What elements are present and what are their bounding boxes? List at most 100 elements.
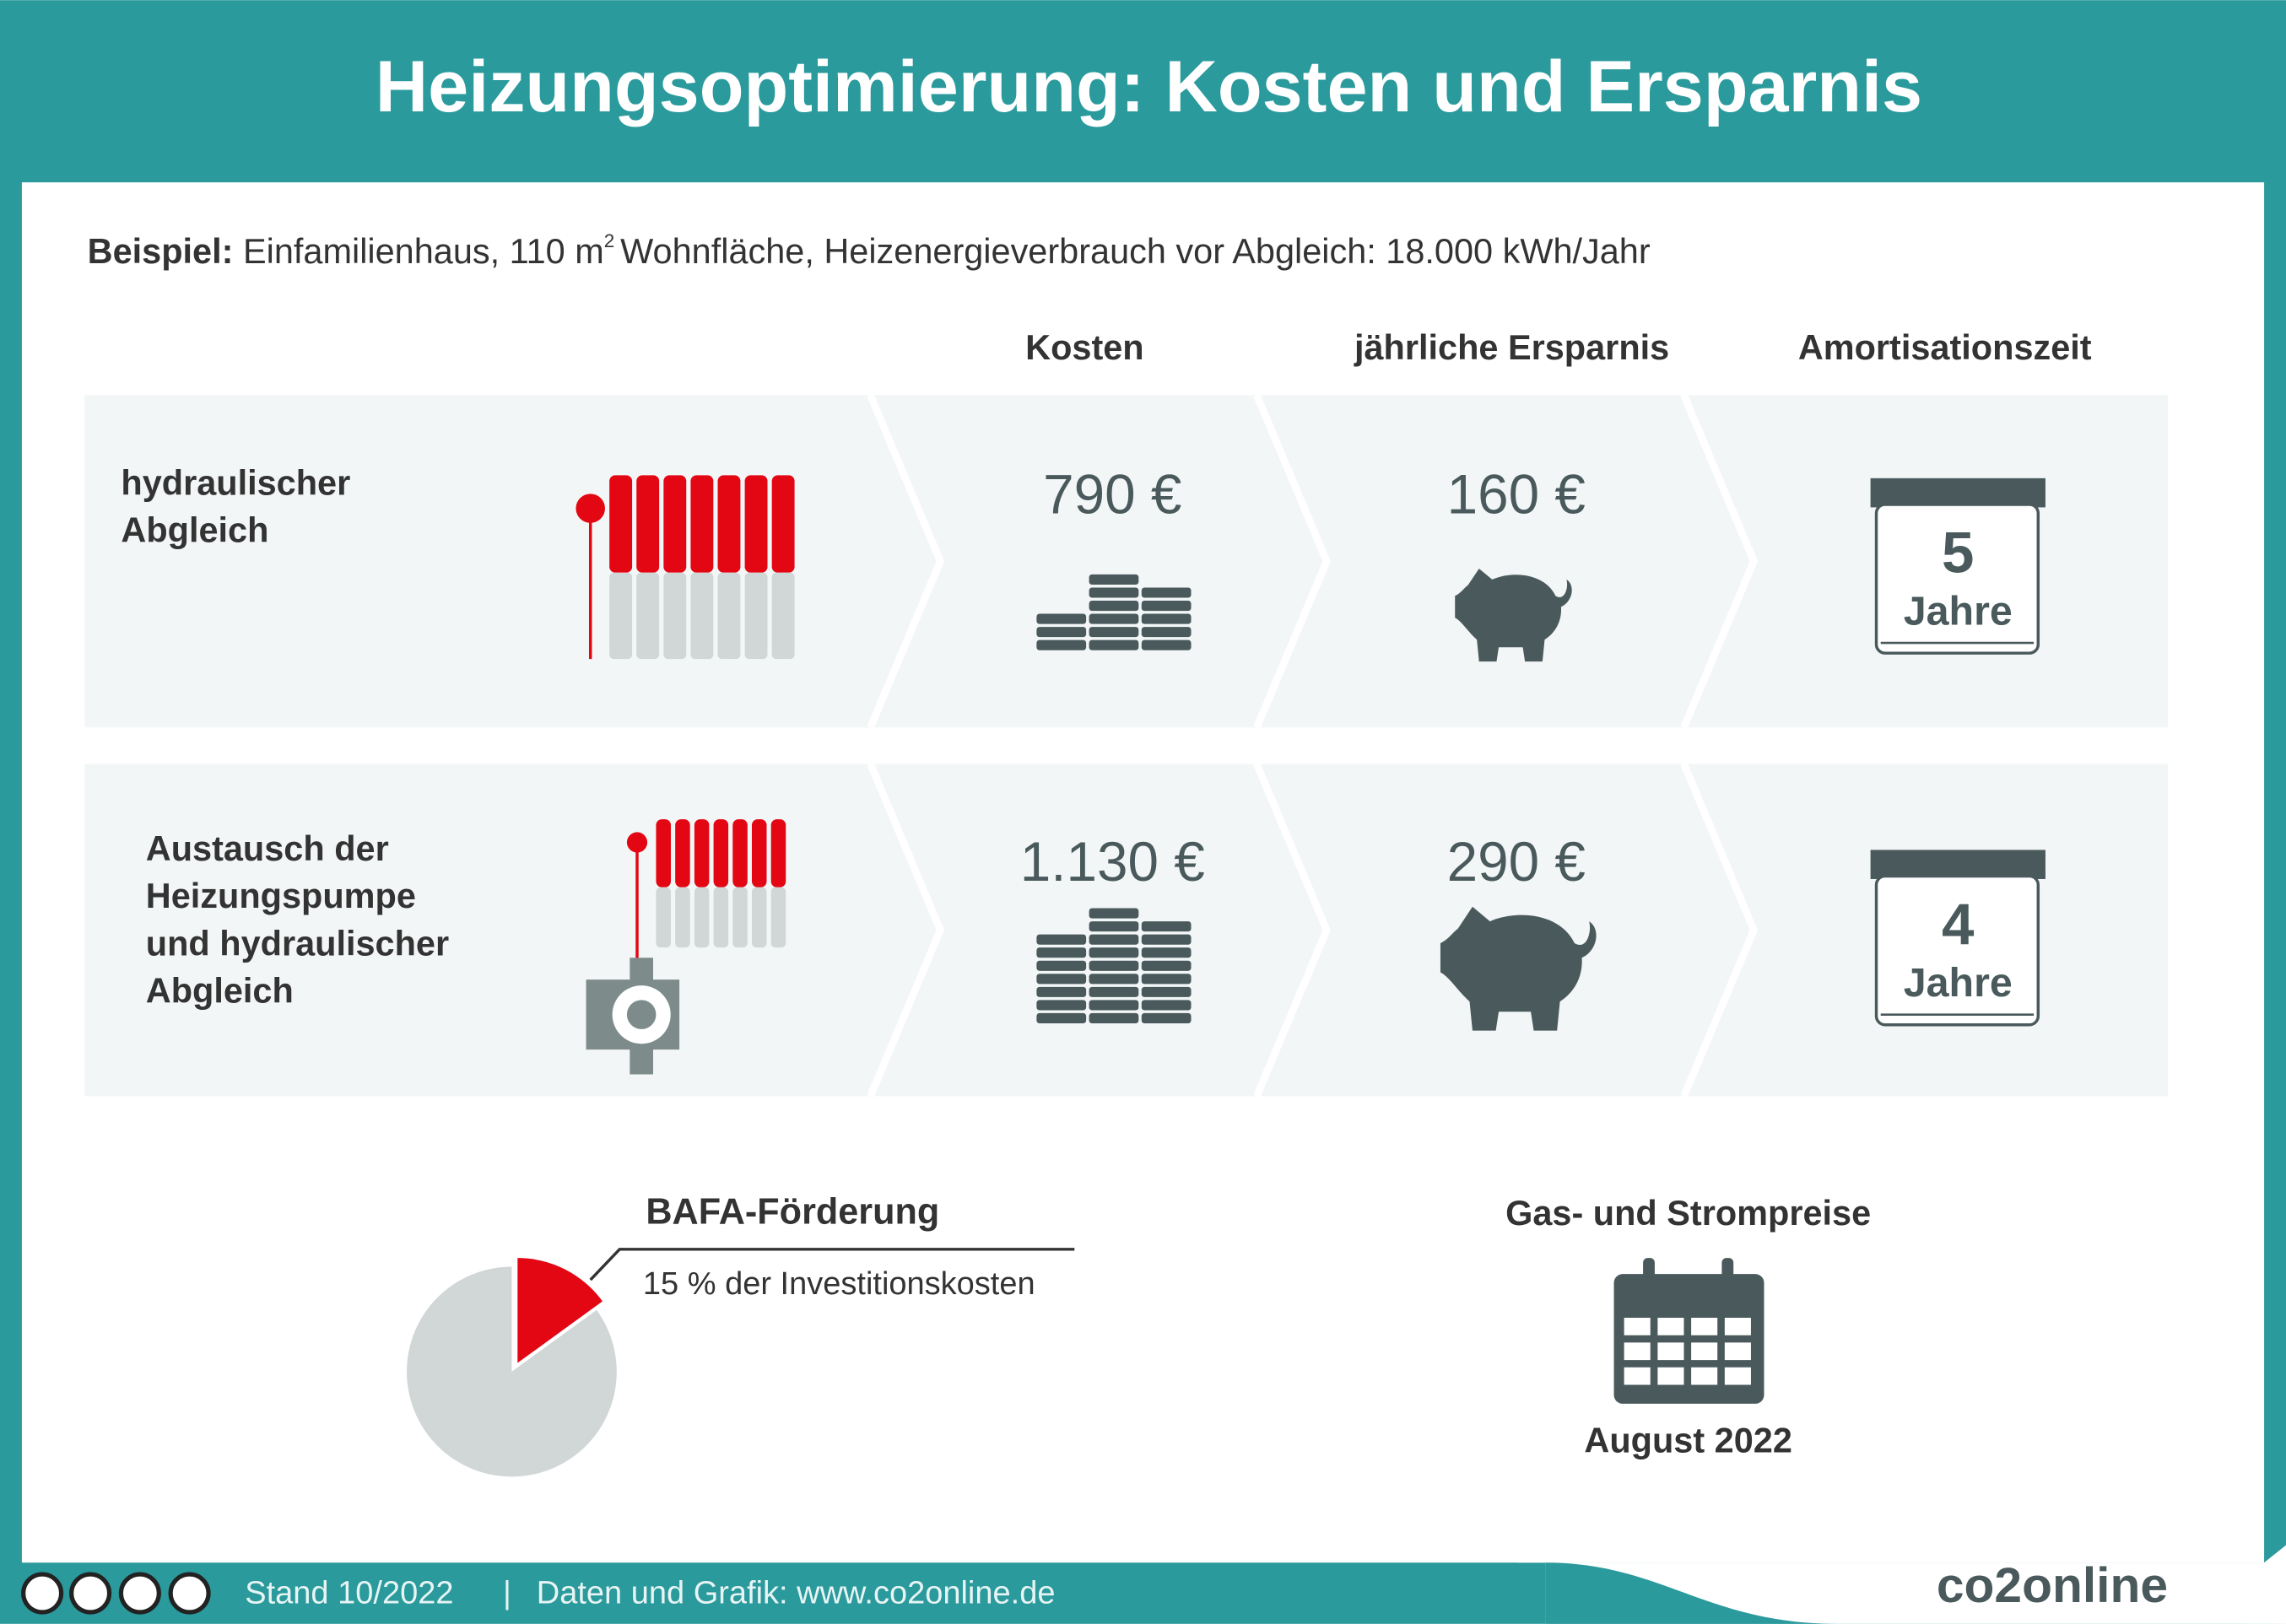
row-label: Heizungspumpe [146,876,416,915]
coin [1036,1012,1087,1024]
column-header: Amortisationszeit [1798,327,2092,367]
superscript: 2 [604,230,614,251]
coin [1089,1012,1139,1024]
chevron [867,393,945,729]
coin [1141,974,1192,985]
coin [1141,1012,1192,1024]
radiator-fin-top [751,819,767,888]
subsidy-title: BAFA-Förderung [646,1192,939,1233]
coin [1089,1000,1139,1011]
chevron [867,762,945,1098]
coin [1089,639,1139,650]
example: Beispiel: Einfamilienhaus, 110 m2 Wohnflä… [88,230,1651,271]
calendar-top [1870,850,2046,879]
coin [1089,960,1139,971]
coin [1089,574,1139,585]
radiator-fin-bottom [744,572,768,660]
radiator-fin-top [656,819,671,888]
coin [1089,986,1139,997]
coin [1141,587,1192,598]
calendar-icon [1613,1258,1764,1404]
coin [1089,627,1139,638]
saving: 160 € [1447,463,1586,525]
radiator-fin-bottom [690,572,714,660]
radiator-fin-top [717,475,741,573]
footer-separator: | [503,1575,511,1611]
coin [1089,974,1139,985]
radiator-fin-bottom [732,887,748,948]
coin [1141,934,1192,945]
radiator-fin-top [732,819,748,888]
radiator-fin-bottom [663,572,687,660]
row-label: und hydraulischer [146,923,449,963]
pie [407,1258,617,1477]
coin [1089,934,1139,945]
radiator-fin-top [771,475,795,573]
radiator-fin-bottom [636,572,660,660]
radiator-fin-top [713,819,729,888]
column-header: Kosten [1025,327,1144,367]
coin [1036,974,1087,985]
coin [1141,960,1192,971]
coin [1036,934,1087,945]
years: 5 [1942,519,1974,585]
row-label: hydraulischer [121,462,350,502]
coin [1141,947,1192,958]
piggy-bank [1455,568,1572,662]
radiator-fin-bottom [609,572,633,660]
coin [1089,947,1139,958]
chevron [1680,393,1759,729]
radiator-fin-top [636,475,660,573]
radiator-fin-top [609,475,633,573]
example-label: Beispiel: [88,231,234,271]
years-unit: Jahre [1904,960,2013,1006]
row-label: Austausch der [146,828,389,868]
calendar-body [1874,874,2040,1027]
coin [1141,627,1192,638]
saving: 290 € [1447,831,1586,893]
example-text: Wohnfläche, Heizenergieverbrauch vor Abg… [620,231,1651,271]
row-label: Abgleich [146,971,294,1011]
footer-source: Daten und Grafik: www.co2online.de [537,1575,1056,1611]
years-unit: Jahre [1904,588,2013,634]
coin [1036,613,1087,624]
coin [1036,947,1087,958]
chevron [1680,762,1759,1098]
radiator-fin-bottom [675,887,690,948]
coin [1036,960,1087,971]
coin [1141,986,1192,997]
prices-title: Gas- und Strompreise [1505,1193,1871,1233]
radiator-fin-top [675,819,690,888]
cost: 1.130 € [1020,831,1205,893]
pie-share [517,1258,603,1363]
chevron [1253,762,1331,1098]
pie-rest [407,1266,617,1477]
coin [1141,600,1192,612]
brand: co2online [1937,1558,2168,1613]
coin [1036,627,1087,638]
title: Heizungsoptimierung: Kosten und Ersparni… [376,46,1922,127]
column-header: jährliche Ersparnis [1354,327,1669,367]
calendar-top [1870,477,2046,508]
radiator-fin-bottom [713,887,729,948]
coin [1036,986,1087,997]
radiator-fin-bottom [751,887,767,948]
coin [1141,921,1192,932]
radiator-fin-bottom [717,572,741,660]
radiator-fin-bottom [771,572,795,660]
radiator-fin-bottom [770,887,786,948]
coin [1089,613,1139,624]
footer-curve [1545,1562,1837,1624]
coin [1089,600,1139,612]
coin [1089,908,1139,919]
subsidy-text: 15 % der Investitionskosten [643,1266,1035,1302]
coin [1036,1000,1087,1011]
coin [1089,921,1139,932]
coin [1141,639,1192,650]
leader-line [589,1248,1075,1281]
coin [1089,587,1139,598]
radiator-fin-bottom [656,887,671,948]
prices-date: August 2022 [1584,1421,1792,1460]
